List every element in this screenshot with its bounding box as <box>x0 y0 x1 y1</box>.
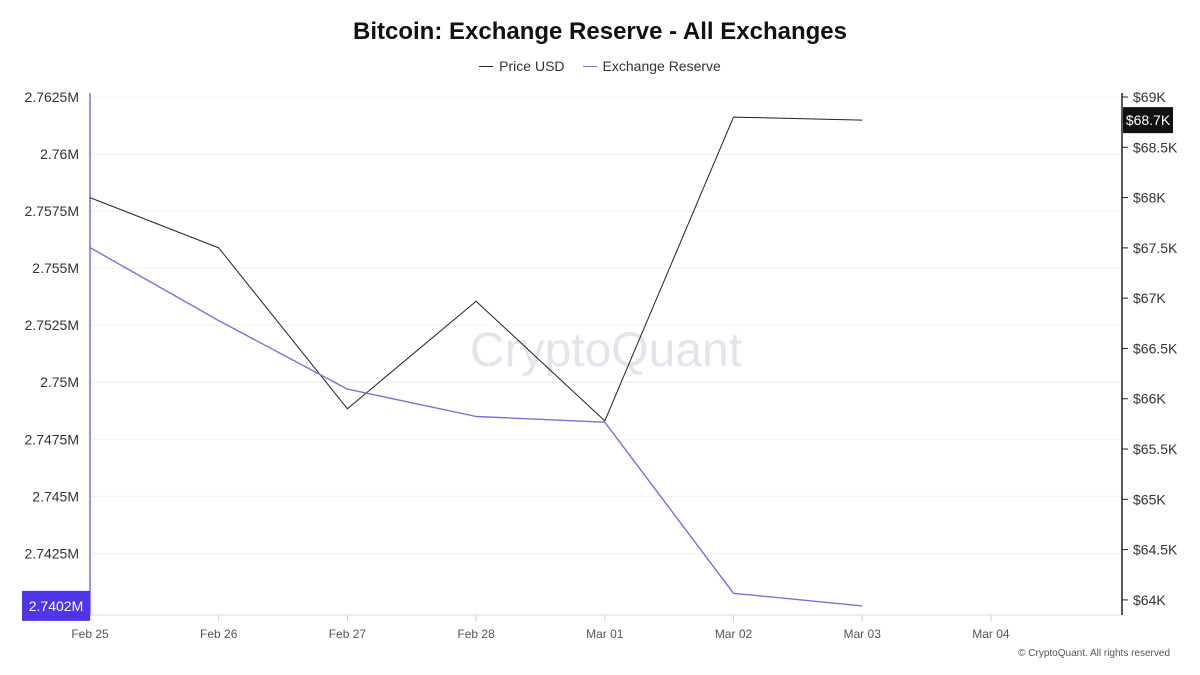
copyright-notice: © CryptoQuant. All rights reserved <box>1018 648 1170 659</box>
x-tick-label: Feb 27 <box>329 627 367 641</box>
legend-label-reserve: Exchange Reserve <box>602 58 721 74</box>
chart-title: Bitcoin: Exchange Reserve - All Exchange… <box>353 18 847 45</box>
right-tick-label: $66K <box>1133 391 1166 407</box>
right-tick-label: $65.5K <box>1133 441 1178 457</box>
left-tick-label: 2.75M <box>40 374 79 390</box>
right-current-value-label: $68.7K <box>1126 112 1171 128</box>
right-tick-label: $68.5K <box>1133 139 1178 155</box>
left-tick-label: 2.76M <box>40 146 79 162</box>
x-tick-label: Feb 28 <box>457 627 495 641</box>
right-tick-label: $68K <box>1133 190 1166 206</box>
x-tick-label: Feb 25 <box>71 627 109 641</box>
left-current-value-badge <box>22 590 90 621</box>
right-tick-label: $64K <box>1133 592 1166 608</box>
exchange-reserve-line <box>89 246 863 607</box>
left-tick-label: 2.7625M <box>25 89 79 105</box>
left-tick-label: 2.755M <box>32 260 79 276</box>
right-tick-label: $65K <box>1133 491 1166 507</box>
x-tick-label: Mar 01 <box>586 627 624 641</box>
right-tick-label: $67.5K <box>1133 240 1178 256</box>
x-tick-label: Feb 26 <box>200 627 238 641</box>
x-tick-label: Mar 03 <box>844 627 882 641</box>
watermark-logo-text: CryptoQuant <box>470 324 742 377</box>
legend-swatch-price <box>479 65 494 67</box>
x-tick-label: Mar 02 <box>715 627 753 641</box>
legend-swatch-reserve <box>582 65 597 67</box>
right-current-value-badge <box>1123 107 1173 134</box>
right-tick-label: $66.5K <box>1133 340 1178 356</box>
left-tick-label: 2.7525M <box>25 317 79 333</box>
legend: Price USD Exchange Reserve <box>0 58 1200 74</box>
left-tick-label: 2.7475M <box>25 431 79 447</box>
right-tick-label: $64.5K <box>1133 542 1178 558</box>
left-current-value-label: 2.7402M <box>29 598 83 614</box>
left-tick-label: 2.7425M <box>25 545 79 561</box>
right-tick-label: $67K <box>1133 290 1166 306</box>
legend-item-price[interactable]: Price USD <box>479 58 565 74</box>
legend-item-reserve[interactable]: Exchange Reserve <box>582 58 721 74</box>
price-usd-line <box>89 116 863 422</box>
left-tick-label: 2.7575M <box>25 203 79 219</box>
legend-label-price: Price USD <box>499 58 565 74</box>
right-tick-label: $69K <box>1133 89 1166 105</box>
left-tick-label: 2.745M <box>32 488 79 504</box>
x-tick-label: Mar 04 <box>972 627 1010 641</box>
